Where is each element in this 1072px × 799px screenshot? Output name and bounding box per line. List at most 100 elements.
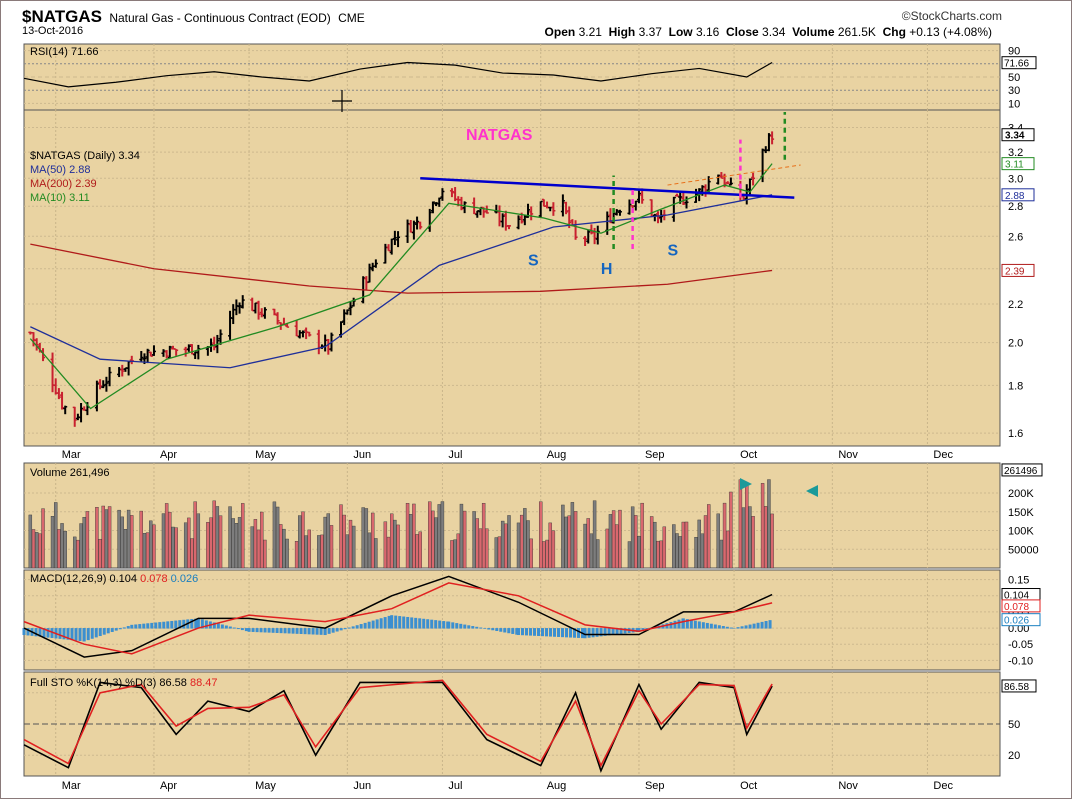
volume-bar (637, 536, 641, 569)
volume-bar (41, 508, 45, 569)
macd-histogram-bar (146, 623, 150, 629)
volume-bar (681, 521, 686, 569)
macd-tick: -0.10 (1008, 655, 1033, 667)
volume-bar (462, 510, 467, 569)
macd-histogram-bar (693, 620, 697, 629)
volume-bar (241, 503, 245, 569)
rsi-tick: 10 (1008, 98, 1020, 110)
macd-histogram-bar (669, 621, 673, 629)
macd-histogram-bar (279, 628, 283, 634)
macd-histogram-bar (471, 626, 475, 629)
volume-bar (748, 506, 752, 569)
macd-histogram-bar (402, 616, 406, 629)
volume-bar (237, 517, 242, 569)
volume-bar (519, 514, 524, 569)
price-label: 2.88 (1005, 191, 1025, 202)
volume-bar (76, 539, 80, 569)
volume-tick: 50000 (1008, 544, 1039, 556)
volume-last-label: 261496 (1004, 466, 1038, 477)
description: Natural Gas - Continuous Contract (EOD) (109, 11, 331, 25)
volume-bar (662, 526, 667, 569)
volume-bar (256, 529, 261, 569)
volume-bar (415, 534, 419, 569)
rsi-tick: 90 (1008, 46, 1020, 58)
volume-bar (183, 522, 188, 569)
macd-histogram-bar (545, 628, 549, 637)
macd-histogram-bar (725, 626, 729, 629)
volume-bar (412, 503, 416, 569)
macd-histogram-bar (271, 628, 275, 633)
price-legend-3: MA(10) 3.11 (30, 192, 90, 204)
volume-bar (567, 515, 571, 569)
macd-histogram-bar (122, 627, 126, 629)
volume-bar (209, 517, 213, 569)
macd-histogram-bar (327, 628, 331, 634)
macd-histogram-bar (379, 618, 383, 629)
macd-histogram-bar (533, 628, 537, 636)
macd-histogram-bar (50, 628, 54, 639)
macd-histogram-bar (38, 628, 42, 637)
volume-bar (437, 504, 441, 569)
macd-histogram-bar (224, 625, 228, 629)
macd-histogram-bar (525, 628, 529, 636)
volume-bar (383, 521, 388, 569)
volume-bar (82, 517, 86, 569)
volume-bar (120, 516, 124, 569)
volume-bar (703, 515, 708, 569)
macd-histogram-bar (430, 619, 434, 629)
month-label-bottom: Oct (740, 780, 757, 792)
macd-histogram-bar (557, 628, 561, 637)
volume-bar (168, 511, 172, 569)
macd-histogram-bar (611, 628, 615, 635)
trendline-dashed (667, 164, 801, 186)
macd-histogram-bar (442, 621, 446, 629)
volume-bar (298, 515, 302, 569)
volume-bar (570, 502, 575, 569)
macd-histogram-bar (134, 624, 138, 629)
macd-histogram-bar (98, 628, 102, 637)
volume-bar (390, 513, 394, 569)
macd-histogram-bar (259, 628, 263, 633)
macd-tick: 0.15 (1008, 575, 1029, 587)
volume-bar (564, 516, 568, 569)
macd-histogram-bar (721, 626, 725, 629)
volume-bar (561, 504, 565, 569)
macd-histogram-bar (371, 620, 375, 629)
volume-bar (675, 533, 679, 569)
volume-bar (193, 501, 197, 569)
rsi-last-box (1001, 56, 1037, 70)
price-tick: 2.0 (1008, 338, 1023, 350)
macd-histogram-bar (603, 628, 607, 636)
volume-bar (672, 524, 676, 569)
macd-histogram-bar (267, 628, 271, 633)
macd-histogram-bar (367, 621, 371, 629)
price-tick: 2.2 (1008, 299, 1023, 311)
volume-bar (364, 508, 369, 569)
rsi-tick: 30 (1008, 85, 1020, 97)
macd-histogram-bar (685, 619, 689, 629)
macd-line-0 (23, 575, 773, 658)
volume-bar (206, 522, 210, 569)
volume-bar (697, 519, 701, 569)
volume-bar (729, 491, 733, 569)
volume-bar (497, 536, 502, 569)
macd-histogram-bar (263, 628, 267, 633)
sto-tick: 50 (1008, 719, 1020, 731)
macd-histogram-bar (335, 628, 339, 632)
macd-histogram-bar (220, 624, 224, 629)
price-tick: 2.8 (1008, 201, 1023, 213)
month-label-bottom: May (255, 780, 276, 792)
volume-bar (393, 519, 397, 569)
volume-bar (60, 523, 64, 569)
volume-bar (475, 518, 480, 569)
macd-tick: -0.05 (1008, 639, 1033, 651)
volume-bar (95, 507, 99, 569)
macd-histogram-bar (434, 620, 438, 629)
macd-histogram-bar (355, 625, 359, 629)
macd-histogram-bar (394, 615, 398, 629)
sto-last-box (1001, 679, 1037, 693)
volume-bar (326, 513, 331, 569)
volume-bar (431, 510, 435, 569)
volume-bar (85, 511, 90, 569)
macd-histogram-bar (94, 628, 98, 638)
